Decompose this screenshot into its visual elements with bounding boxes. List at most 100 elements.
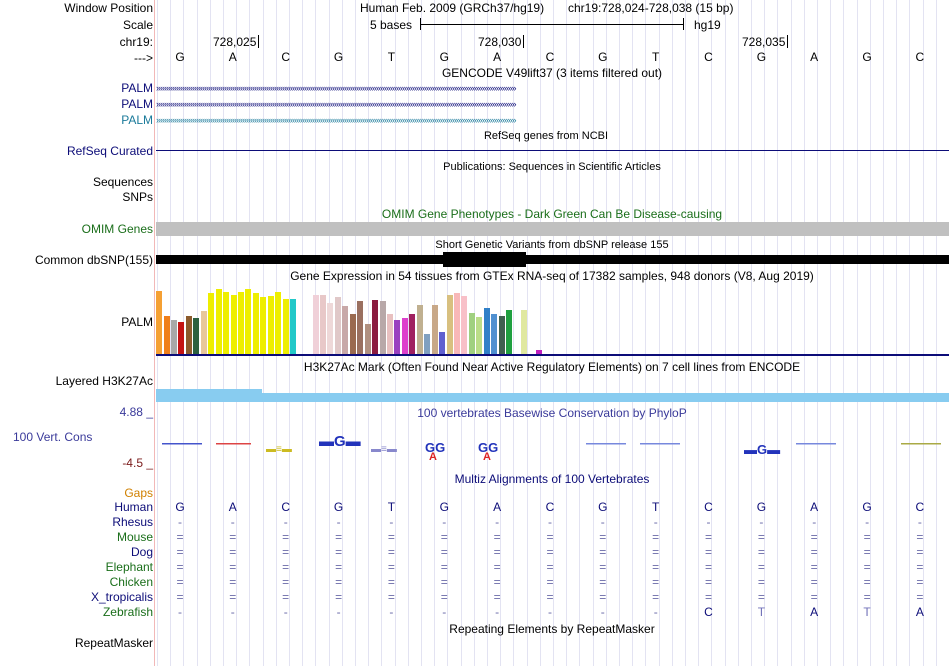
omim-label[interactable]: OMIM Genes [81,222,153,236]
gencode-transcript-3[interactable]: ››››››››››››››››››››››››››››››››››››››››… [156,116,516,125]
gencode-item-label-3[interactable]: PALM [121,113,153,127]
gtex-tissue-bar[interactable] [364,324,371,354]
multiz-species-label[interactable]: Elephant [105,560,153,574]
gtex-tissue-bar[interactable] [535,350,542,354]
omim-track-title[interactable]: OMIM Gene Phenotypes - Dark Green Can Be… [381,207,723,221]
gtex-tissue-bar[interactable] [416,305,423,354]
gtex-tissue-bar[interactable] [498,316,505,354]
gencode-transcript-1[interactable]: ››››››››››››››››››››››››››››››››››››››››… [156,84,516,93]
gtex-tissue-bar[interactable] [319,295,326,354]
conservation-label[interactable]: 100 Vert. Cons [13,430,93,444]
dbsnp-variant-block[interactable] [443,252,526,267]
gencode-track-title[interactable]: GENCODE V49lift37 (3 items filtered out) [441,66,663,80]
repeatmasker-track-title[interactable]: Repeating Elements by RepeatMasker [449,622,655,636]
gtex-tissue-bar[interactable] [193,318,200,354]
gtex-tissue-bar[interactable] [387,314,393,354]
h3k27ac-signal-high[interactable] [156,389,262,402]
gtex-tissue-bar[interactable] [215,289,222,354]
gtex-tissue-bar[interactable] [372,300,379,354]
gtex-tissue-bar[interactable] [208,293,215,354]
gtex-track-title[interactable]: Gene Expression in 54 tissues from GTEx … [290,269,814,283]
multiz-species-label[interactable]: Zebrafish [102,605,153,619]
refseq-curated-line[interactable] [156,150,949,151]
dbsnp-track-title[interactable]: Short Genetic Variants from dbSNP releas… [435,239,669,251]
gencode-item-label-1[interactable]: PALM [121,81,153,95]
gtex-tissue-bar[interactable] [431,305,438,354]
gtex-tissue-bar[interactable] [491,314,498,354]
gtex-tissue-bar[interactable] [409,314,416,354]
multiz-species-label[interactable]: Chicken [109,575,153,589]
gtex-tissue-bar[interactable] [483,308,490,354]
multiz-alignment-cell: = [599,530,607,544]
gtex-tissue-bar[interactable] [521,310,528,354]
gtex-tissue-bar[interactable] [468,313,475,354]
gtex-tissue-bar[interactable] [260,297,267,354]
h3k27ac-label[interactable]: Layered H3K27Ac [55,374,153,388]
repeatmasker-label[interactable]: RepeatMasker [74,636,153,650]
gtex-tissue-bar[interactable] [185,316,192,354]
gtex-tissue-bar[interactable] [327,303,334,354]
multiz-species-label[interactable]: X_tropicalis [90,590,153,604]
gtex-tissue-bar[interactable] [170,320,177,354]
multiz-gaps-label[interactable]: Gaps [124,486,153,500]
gtex-tissue-bar[interactable] [282,299,289,354]
gtex-tissue-bar[interactable] [379,301,386,354]
gtex-tissue-bar[interactable] [230,295,237,354]
gtex-tissue-bar[interactable] [446,295,453,354]
grid-line [777,0,779,666]
gtex-tissue-bar[interactable] [200,311,207,354]
gtex-tissue-bar[interactable] [163,316,170,354]
gtex-tissue-bar[interactable] [439,332,446,354]
base-letter: G [862,50,872,64]
refseq-track-title[interactable]: RefSeq genes from NCBI [483,130,609,142]
gtex-tissue-bar[interactable] [312,295,319,354]
conservation-logo-plot[interactable]: ▬≡▬ ▬G▬ ▬≡▬ GG A GG A ▬G▬ [156,432,949,462]
gtex-tissue-bar[interactable] [342,306,349,354]
multiz-species-label[interactable]: Rhesus [112,515,153,529]
gtex-tissue-bar[interactable] [290,299,297,354]
gtex-tissue-bar[interactable] [245,289,252,354]
multiz-alignment-cell: = [599,575,607,589]
multiz-species-label[interactable]: Human [114,500,153,514]
grid-line [883,0,884,666]
gtex-gene-label[interactable]: PALM [121,315,153,329]
gtex-tissue-bar[interactable] [401,318,408,354]
grid-line [698,0,700,666]
gencode-item-label-2[interactable]: PALM [121,97,153,111]
gtex-tissue-bar[interactable] [506,310,513,354]
gtex-tissue-bar[interactable] [357,301,364,354]
multiz-alignment-cell: = [335,530,343,544]
gtex-tissue-bar[interactable] [424,334,431,354]
publications-sequences-label[interactable]: Sequences [92,175,153,189]
gtex-tissue-bar[interactable] [476,317,483,354]
multiz-track-title[interactable]: Multiz Alignments of 100 Vertebrates [454,472,650,486]
gtex-tissue-bar[interactable] [349,314,356,354]
multiz-alignment-cell: = [757,560,765,574]
publications-track-title[interactable]: Publications: Sequences in Scientific Ar… [443,161,661,173]
publications-snps-label[interactable]: SNPs [122,190,153,204]
gtex-expression-chart[interactable] [156,284,542,354]
h3k27ac-signal-low[interactable] [262,393,949,402]
gtex-tissue-bar[interactable] [238,292,244,354]
gtex-tissue-bar[interactable] [156,291,162,354]
gtex-tissue-bar[interactable] [461,296,468,354]
gtex-tissue-bar[interactable] [394,320,401,354]
multiz-alignment-cell: = [176,545,184,559]
h3k27ac-track-title[interactable]: H3K27Ac Mark (Often Found Near Active Re… [303,360,801,374]
gtex-tissue-bar[interactable] [267,296,274,354]
gtex-tissue-bar[interactable] [252,293,259,354]
gtex-tissue-bar[interactable] [178,322,185,354]
multiz-alignment-cell: = [440,575,448,589]
refseq-label[interactable]: RefSeq Curated [66,144,153,158]
gtex-tissue-bar[interactable] [454,293,460,354]
omim-phenotype-bar[interactable] [156,222,949,236]
multiz-species-label[interactable]: Mouse [116,530,153,544]
conservation-track-title[interactable]: 100 vertebrates Basewise Conservation by… [417,406,687,420]
gtex-tissue-bar[interactable] [223,292,229,354]
dbsnp-variant-bar[interactable] [156,255,949,264]
gtex-tissue-bar[interactable] [334,297,341,354]
gtex-tissue-bar[interactable] [275,292,282,354]
multiz-species-label[interactable]: Dog [130,545,153,559]
gencode-transcript-2[interactable]: ››››››››››››››››››››››››››››››››››››››››… [156,100,516,109]
dbsnp-label[interactable]: Common dbSNP(155) [34,253,153,267]
